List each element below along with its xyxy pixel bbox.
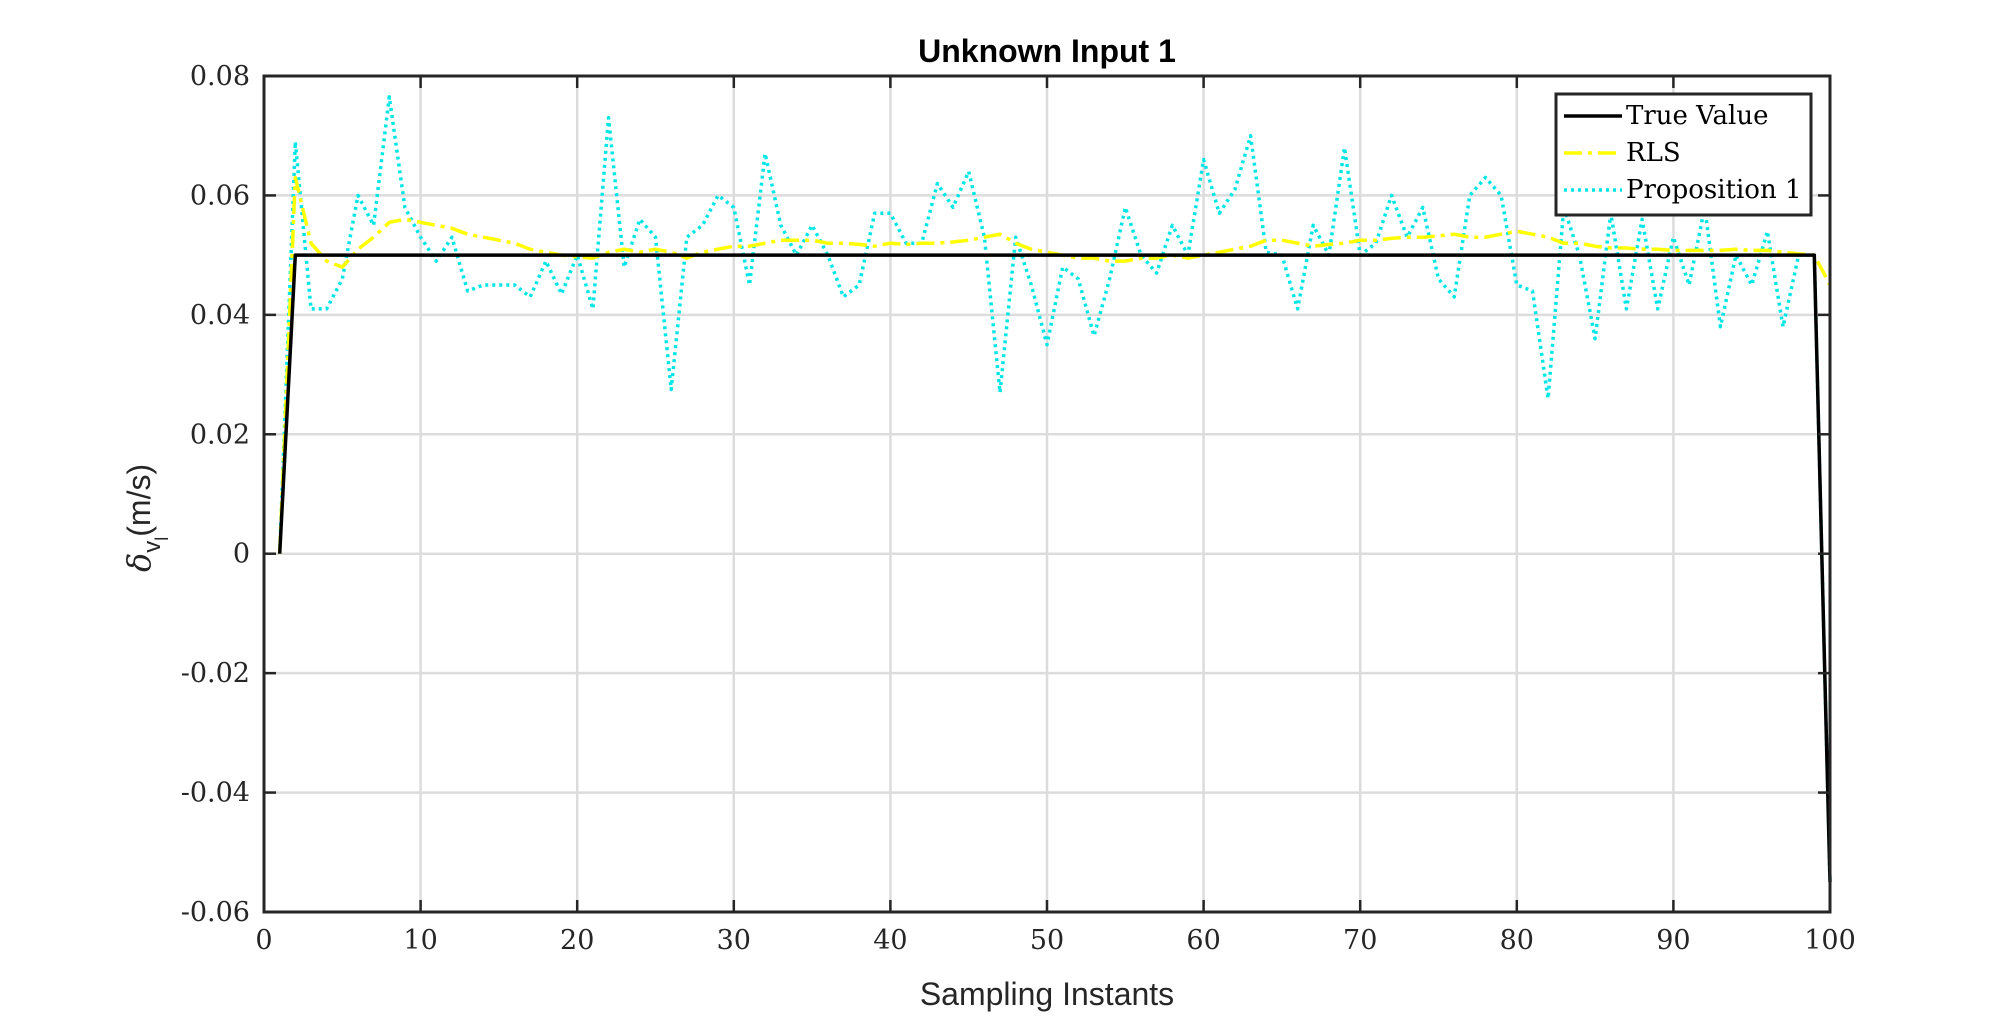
y-tick-label: -0.02: [181, 658, 250, 689]
y-tick-label: 0: [233, 539, 250, 570]
x-tick-label: 30: [717, 925, 751, 956]
y-tick-label: 0.06: [190, 180, 250, 211]
x-tick-label: 20: [560, 925, 594, 956]
y-tick-label: 0.04: [190, 300, 250, 331]
legend: True Value RLS Proposition 1: [1554, 92, 1813, 217]
y-tick-label: -0.04: [181, 778, 250, 809]
y-tick-label: 0.02: [190, 419, 250, 450]
ticks: [262, 74, 1832, 914]
y-axis-subscript: v: [139, 541, 166, 553]
legend-label: Proposition 1: [1626, 175, 1802, 205]
y-axis-label: δvl(m/s): [120, 464, 172, 572]
x-tick-label: 70: [1343, 925, 1377, 956]
y-tick-label: 0.08: [190, 61, 250, 92]
x-tick-label: 80: [1500, 925, 1534, 956]
series-line-true-value: [277, 253, 1832, 883]
y-axis-subsubscript: l: [152, 537, 172, 541]
tick-labels: 0 10 20 30 40 50 60 70 80 90 100 -0.06 -0.04 -0.02 0 0.…: [181, 61, 1856, 956]
x-tick-label: 40: [873, 925, 907, 956]
x-tick-label: 90: [1656, 925, 1690, 956]
x-tick-label: 100: [1804, 925, 1856, 956]
svg-text:δvl(m/s): δvl(m/s): [120, 464, 172, 572]
chart-title: Unknown Input 1: [918, 33, 1176, 69]
legend-label: RLS: [1626, 138, 1681, 168]
series-group: [277, 95, 1832, 883]
y-axis-symbol: δ: [120, 553, 158, 572]
x-axis-label: Sampling Instants: [920, 976, 1174, 1012]
x-tick-label: 50: [1030, 925, 1064, 956]
x-tick-label: 10: [403, 925, 437, 956]
x-tick-label: 0: [255, 925, 272, 956]
y-axis-unit: (m/s): [121, 464, 157, 537]
x-tick-label: 60: [1186, 925, 1220, 956]
y-tick-label: -0.06: [181, 897, 250, 928]
legend-label: True Value: [1626, 101, 1769, 131]
